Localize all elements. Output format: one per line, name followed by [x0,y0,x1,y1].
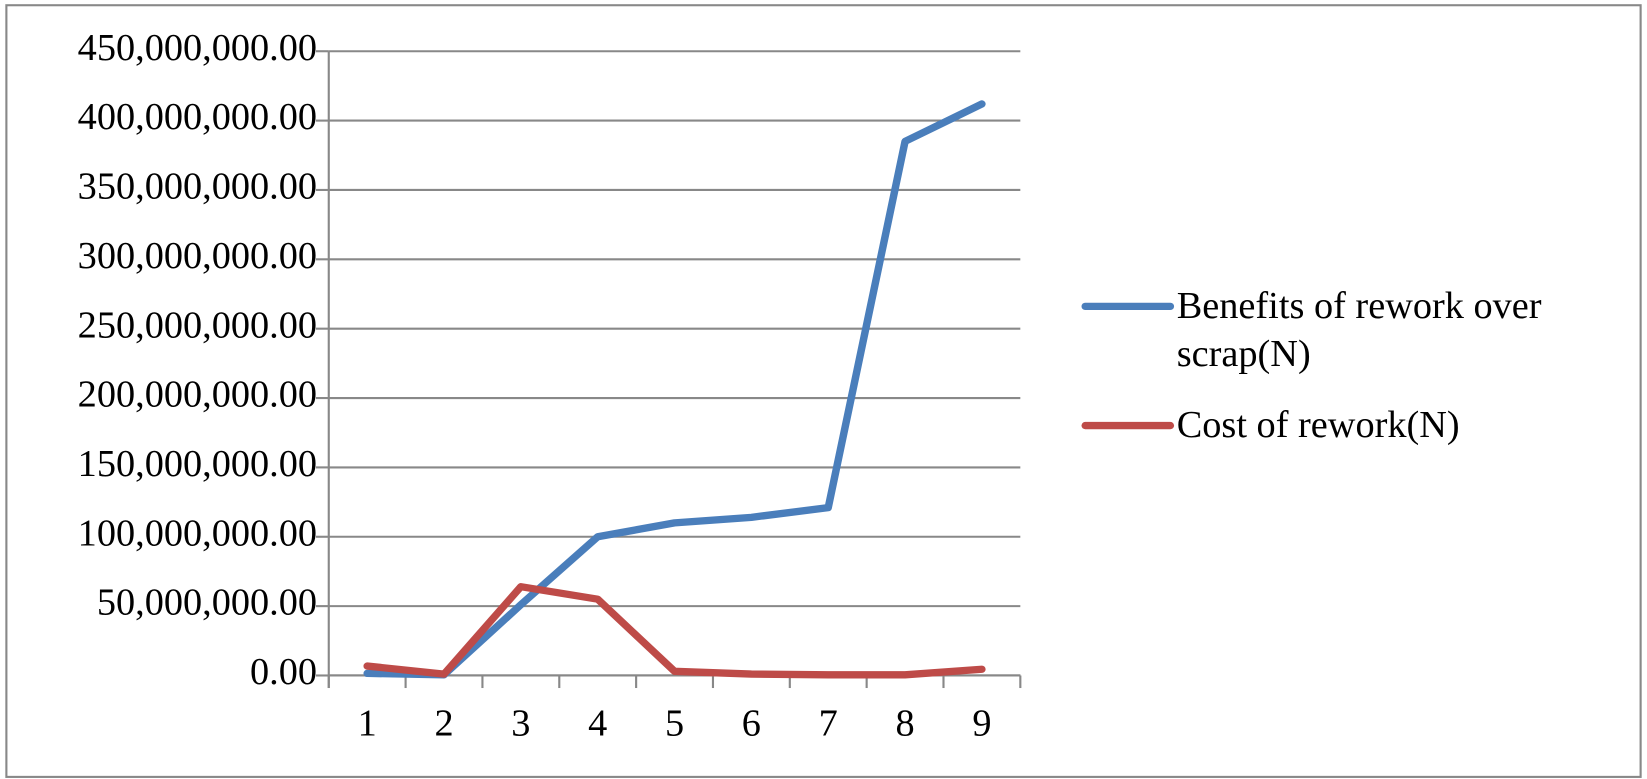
legend-item: Benefits of rework over scrap(N) [1176,284,1542,375]
legend-item: Cost of rework(N) [1176,403,1460,446]
x-tick-label: 1 [358,703,377,745]
y-tick-label: 50,000,000.00 [97,582,317,624]
y-tick-label: 100,000,000.00 [78,513,317,555]
x-tick-label: 3 [511,703,530,745]
x-tick-label: 8 [895,703,914,745]
x-tick-label: 9 [972,703,991,745]
x-tick-label: 5 [665,703,684,745]
series-line [363,100,986,679]
x-tick-label: 4 [588,703,607,745]
y-tick-label: 250,000,000.00 [78,305,317,347]
legend-label: Benefits of rework over scrap(N) [1176,284,1542,375]
x-tick-label: 7 [819,703,838,745]
series-line [363,583,986,679]
y-tick-label: 200,000,000.00 [78,374,317,416]
y-tick-label: 150,000,000.00 [78,443,317,485]
y-tick-label: 400,000,000.00 [78,97,317,139]
y-tick-label: 350,000,000.00 [78,166,317,208]
x-tick-label: 2 [434,703,453,745]
legend-label: Cost of rework(N) [1176,403,1460,446]
chart-border [5,4,1642,778]
y-tick-label: 450,000,000.00 [78,27,317,69]
x-tick-label: 6 [742,703,761,745]
y-tick-label: 0.00 [250,651,317,693]
y-tick-label: 300,000,000.00 [78,235,317,277]
